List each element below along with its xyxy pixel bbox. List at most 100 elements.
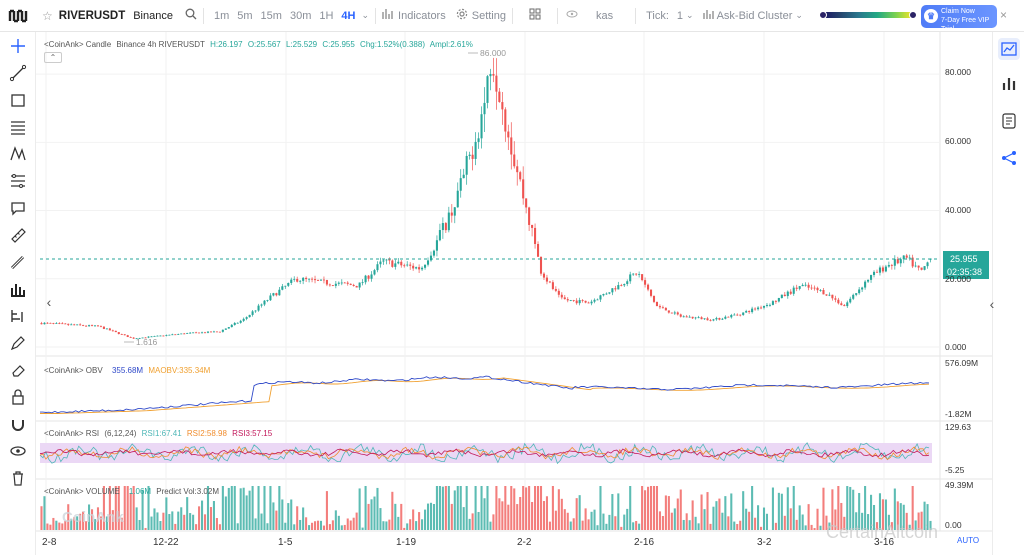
volume-bar	[236, 523, 239, 530]
volume-bar	[456, 486, 459, 530]
rectangle-icon[interactable]	[8, 90, 28, 110]
candle-body	[834, 298, 837, 300]
share-icon[interactable]	[999, 148, 1019, 168]
timeframe-1m[interactable]: 1m	[213, 9, 230, 22]
volume-bar	[881, 499, 884, 530]
horizontal-lines-icon[interactable]	[8, 117, 28, 137]
volume-bar	[260, 513, 263, 530]
volume-bar	[733, 521, 736, 530]
volume-bar	[308, 525, 311, 530]
volume-bar	[287, 503, 290, 530]
candle-body	[186, 333, 189, 334]
depth-bars-icon[interactable]	[999, 74, 1019, 94]
cluster-icon[interactable]	[702, 8, 714, 23]
scroll-left-button[interactable]: ‹	[46, 294, 52, 310]
timeframe-1h[interactable]: 1H	[319, 9, 334, 22]
volume-bar	[135, 507, 138, 530]
volume-bar	[539, 486, 543, 530]
setting-button[interactable]: Setting	[471, 9, 506, 22]
timeframe-4h[interactable]: 4H	[341, 9, 356, 22]
eye-icon[interactable]	[8, 441, 28, 461]
volume-bar	[861, 512, 864, 530]
volume-bar	[73, 517, 76, 530]
trash-icon[interactable]	[8, 468, 28, 488]
ask-bid-cluster-button[interactable]: Ask-Bid Cluster	[716, 9, 793, 22]
rsi-legend: <CoinAnk> RSI (6,12,24) RSI1:67.41 RSI2:…	[44, 429, 275, 438]
heatmap-gradient-slider[interactable]	[819, 11, 917, 19]
collapse-legend-button[interactable]: ⌃	[44, 52, 62, 63]
chart-view-icon[interactable]	[998, 38, 1020, 60]
eraser-icon[interactable]	[8, 360, 28, 380]
volume-bar	[450, 503, 453, 530]
candle-body	[465, 155, 468, 175]
pencil-icon[interactable]	[8, 333, 28, 353]
candle-body	[406, 264, 409, 266]
volume-bar	[605, 523, 608, 530]
candle-body	[82, 325, 85, 326]
indicators-button[interactable]: Indicators	[398, 9, 446, 22]
timeframe-5m[interactable]: 5m	[237, 9, 253, 22]
volume-bar	[736, 524, 739, 530]
eye-off-icon[interactable]	[566, 9, 578, 22]
chevron-down-icon[interactable]: ⌄	[361, 10, 370, 20]
list-icon[interactable]	[999, 111, 1019, 131]
close-icon[interactable]: ×	[1000, 8, 1008, 22]
volume-bar	[554, 510, 557, 530]
candle-body	[902, 255, 905, 260]
candle-body	[658, 306, 661, 308]
volume-bar	[890, 522, 893, 530]
volume-bar	[215, 518, 218, 530]
volume-bar	[762, 507, 766, 530]
vip-trial-banner[interactable]: ♛ Claim Now 7-Day Free VIP Trial	[921, 5, 997, 33]
date-tick: 2-8	[42, 537, 57, 548]
volume-bar	[807, 504, 810, 530]
volume-bar	[43, 496, 46, 530]
comment-icon[interactable]	[8, 198, 28, 218]
volume-bar	[474, 486, 477, 530]
candle-body	[780, 294, 783, 298]
logo[interactable]	[0, 0, 36, 32]
fibonacci-icon[interactable]	[8, 171, 28, 191]
timeframe-30m[interactable]: 30m	[289, 9, 312, 22]
magnet-icon[interactable]	[8, 414, 28, 434]
chevron-down-icon[interactable]: ⌄	[795, 10, 803, 20]
auto-scale-button[interactable]: AUTO	[957, 536, 979, 545]
candle-body	[43, 322, 46, 325]
search-icon[interactable]	[185, 8, 197, 23]
volume-bar	[649, 486, 653, 530]
candle-body	[141, 337, 144, 339]
candle-body	[896, 259, 899, 264]
source-selector[interactable]: kas	[595, 9, 614, 22]
magnet-brush-icon[interactable]	[8, 252, 28, 272]
volume-bar	[177, 511, 180, 530]
tick-value[interactable]: 1	[676, 9, 684, 22]
candle-body	[111, 330, 114, 332]
volume-bars	[40, 486, 932, 530]
volume-bar	[667, 496, 670, 530]
trend-line-icon[interactable]	[8, 63, 28, 83]
layout-grid-icon[interactable]	[529, 8, 541, 23]
indicators-icon[interactable]	[382, 8, 394, 23]
symbol-name[interactable]: RIVERUSDT	[58, 9, 126, 22]
bar-chart-icon[interactable]	[8, 279, 28, 299]
candle-body	[789, 291, 792, 294]
exchange-name[interactable]: Binance	[133, 9, 173, 22]
volume-bar	[828, 522, 831, 530]
candle-body	[424, 264, 427, 268]
position-icon[interactable]	[8, 306, 28, 326]
gear-icon[interactable]	[456, 8, 468, 23]
lock-icon[interactable]	[8, 387, 28, 407]
star-icon[interactable]: ☆	[42, 8, 53, 23]
candle-body	[224, 328, 227, 330]
timeframe-15m[interactable]: 15m	[260, 9, 282, 22]
volume-bar	[70, 518, 73, 530]
volume-bar	[872, 505, 876, 530]
crosshair-icon[interactable]	[8, 36, 28, 56]
volume-bar	[477, 511, 480, 530]
ruler-icon[interactable]	[8, 225, 28, 245]
collapse-right-panel-button[interactable]: ‹	[989, 296, 995, 312]
pattern-icon[interactable]	[8, 144, 28, 164]
candle-body	[884, 266, 887, 272]
chevron-down-icon[interactable]: ⌄	[686, 10, 694, 20]
